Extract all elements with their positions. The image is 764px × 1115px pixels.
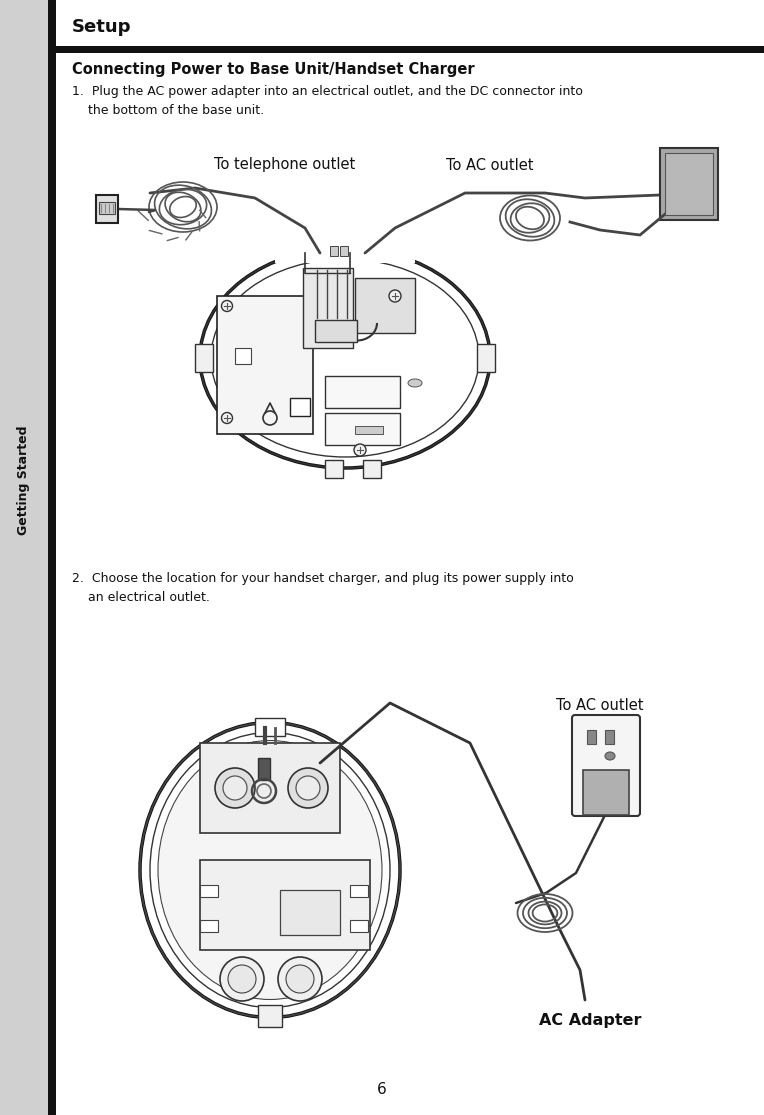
Bar <box>0 0 52 1115</box>
Bar <box>56 46 764 54</box>
Bar <box>363 460 381 478</box>
Bar <box>258 758 270 780</box>
Circle shape <box>288 768 328 808</box>
Bar <box>48 0 56 1115</box>
Bar <box>355 426 383 434</box>
Circle shape <box>215 768 255 808</box>
Bar <box>258 1005 282 1027</box>
Bar <box>660 148 718 220</box>
Circle shape <box>222 413 232 424</box>
Text: 6: 6 <box>377 1083 387 1097</box>
Circle shape <box>286 964 314 993</box>
Ellipse shape <box>408 379 422 387</box>
Bar <box>350 885 368 896</box>
Bar <box>315 320 357 342</box>
Bar <box>355 278 415 333</box>
Text: 2.  Choose the location for your handset charger, and plug its power supply into: 2. Choose the location for your handset … <box>72 572 574 604</box>
Circle shape <box>228 964 256 993</box>
Text: AC Adapter: AC Adapter <box>539 1012 641 1028</box>
Ellipse shape <box>200 248 490 468</box>
Circle shape <box>296 776 320 799</box>
Bar <box>587 730 596 744</box>
Bar <box>583 770 629 815</box>
FancyBboxPatch shape <box>572 715 640 816</box>
Bar <box>325 413 400 445</box>
Bar <box>477 345 495 372</box>
Circle shape <box>354 444 366 456</box>
Circle shape <box>278 957 322 1001</box>
Circle shape <box>389 290 401 302</box>
Text: Setup: Setup <box>72 18 131 36</box>
Ellipse shape <box>605 752 615 760</box>
Bar <box>605 730 614 744</box>
Text: To telephone outlet: To telephone outlet <box>215 157 355 173</box>
Bar <box>200 885 218 896</box>
Bar <box>235 348 251 363</box>
Bar <box>200 860 370 950</box>
Bar <box>99 202 115 214</box>
Bar <box>280 890 340 935</box>
Bar <box>303 268 353 348</box>
Circle shape <box>223 776 247 799</box>
Ellipse shape <box>158 740 382 999</box>
Bar <box>200 920 218 932</box>
Bar <box>330 246 338 256</box>
Bar <box>325 376 400 408</box>
Text: 1.  Plug the AC power adapter into an electrical outlet, and the DC connector in: 1. Plug the AC power adapter into an ele… <box>72 85 583 117</box>
Bar <box>350 920 368 932</box>
Bar <box>195 345 213 372</box>
Text: To AC outlet: To AC outlet <box>446 157 534 173</box>
Bar <box>290 398 310 416</box>
Bar <box>217 295 313 434</box>
Text: Connecting Power to Base Unit/Handset Charger: Connecting Power to Base Unit/Handset Ch… <box>72 62 474 77</box>
Bar <box>275 243 415 263</box>
Bar <box>200 743 340 833</box>
Bar <box>96 195 118 223</box>
Bar <box>325 460 343 478</box>
Text: Getting Started: Getting Started <box>18 425 31 535</box>
Bar <box>665 153 713 215</box>
Circle shape <box>220 957 264 1001</box>
Circle shape <box>222 301 232 311</box>
Bar <box>340 246 348 256</box>
Ellipse shape <box>140 723 400 1018</box>
Bar <box>255 718 285 736</box>
Text: To AC outlet: To AC outlet <box>556 698 644 712</box>
